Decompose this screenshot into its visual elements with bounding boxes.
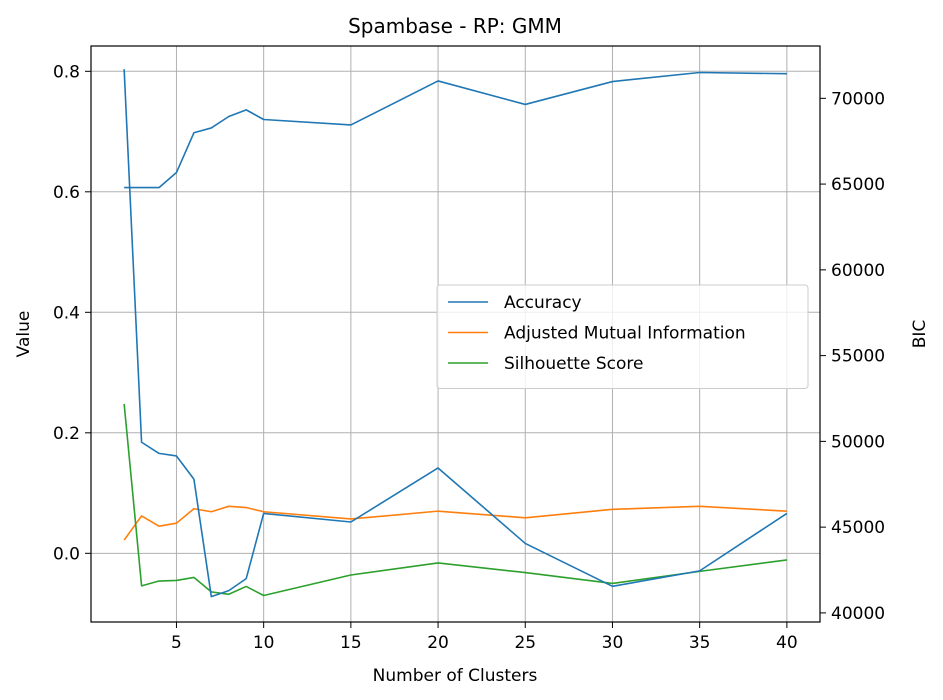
- x-axis-title: Number of Clusters: [373, 666, 538, 686]
- x-tick-label: 30: [602, 633, 624, 653]
- y-axis-title: Value: [14, 311, 34, 358]
- series-line-adjusted-mutual-information: [123, 505, 787, 541]
- y2-tick-label: 70000: [831, 89, 885, 109]
- y-axis-right: 40000 45000 50000 55000 60000 65000 70000: [820, 89, 885, 624]
- x-tick-label: 35: [689, 633, 711, 653]
- y-tick-label: 0.6: [53, 183, 80, 203]
- legend-label: Accuracy: [504, 293, 582, 313]
- x-tick-label: 20: [427, 633, 449, 653]
- plot-frame: [90, 45, 821, 623]
- y2-tick-label: 55000: [831, 347, 885, 367]
- legend: Accuracy Adjusted Mutual Information Silho…: [436, 284, 809, 389]
- y2-tick-label: 65000: [831, 175, 885, 195]
- legend-label: Adjusted Mutual Information: [504, 324, 746, 344]
- series-line-bic: [123, 69, 788, 598]
- x-tick-label: 5: [171, 633, 182, 653]
- x-tick-label: 40: [776, 633, 798, 653]
- x-tick-label: 10: [253, 633, 275, 653]
- y2-tick-label: 50000: [831, 432, 885, 452]
- y2-tick-label: 45000: [831, 518, 885, 538]
- y2-tick-label: 40000: [831, 604, 885, 624]
- series-line-accuracy: [124, 71, 787, 189]
- x-tick-label: 15: [340, 633, 362, 653]
- y-tick-label: 0.2: [53, 424, 80, 444]
- y-tick-label: 0.0: [53, 544, 80, 564]
- chart-title: Spambase - RP: GMM: [348, 14, 562, 38]
- y-axis-left: 0.0 0.2 0.4 0.6 0.8: [53, 62, 91, 564]
- series-lines: [123, 69, 788, 598]
- x-axis: 5 10 15 20 25 30 35 40: [171, 622, 798, 653]
- y2-tick-label: 60000: [831, 261, 885, 281]
- y-tick-label: 0.8: [53, 62, 80, 82]
- series-line-silhouette-score: [123, 403, 787, 597]
- legend-box: [436, 284, 809, 389]
- y2-axis-title: BIC: [910, 320, 930, 349]
- y-tick-label: 0.4: [53, 303, 80, 323]
- legend-label: Silhouette Score: [504, 354, 643, 374]
- x-tick-label: 25: [514, 633, 536, 653]
